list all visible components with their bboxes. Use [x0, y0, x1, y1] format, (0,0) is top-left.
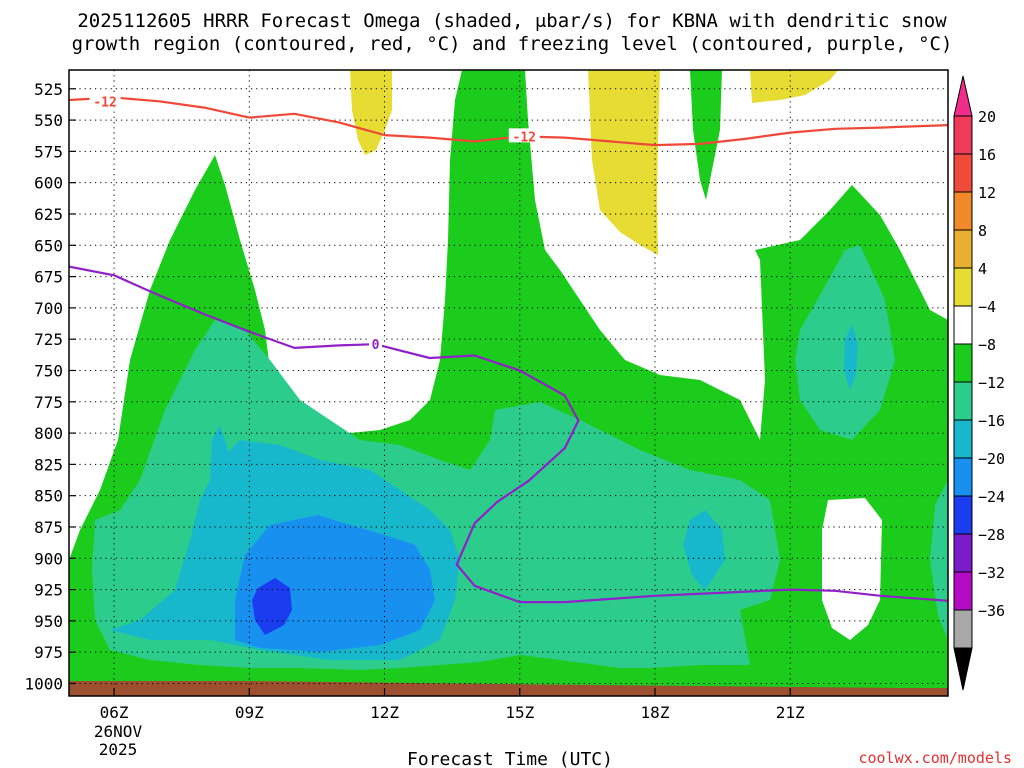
omega-gap-right: [822, 498, 882, 640]
y-tick-label-750: 750: [34, 361, 63, 380]
colorbar-swatch-6: [953, 343, 973, 383]
y-tick-label-625: 625: [34, 205, 63, 224]
x-tick-label-21Z: 21Z: [776, 703, 805, 722]
colorbar-swatch-4: [953, 267, 973, 307]
x-tick-label-09Z: 09Z: [235, 703, 264, 722]
x-start-year-label: 2025: [99, 740, 138, 759]
contour-line-0: [69, 96, 948, 147]
y-tick-label-850: 850: [34, 487, 63, 506]
colorbar-swatch-0: [953, 115, 973, 155]
colorbar-swatch-9: [953, 457, 973, 497]
y-tick-label-600: 600: [34, 174, 63, 193]
chart-title-line2: growth region (contoured, red, °C) and f…: [72, 33, 953, 55]
y-tick-label-925: 925: [34, 581, 63, 600]
contour-label-0-0: -12: [93, 95, 116, 110]
colorbar-swatch-3: [953, 229, 973, 269]
colorbar-label-2: 12: [978, 184, 996, 202]
colorbar-swatch-13: [953, 609, 973, 649]
colorbar-label-12: −32: [978, 564, 1005, 582]
colorbar-label-11: −28: [978, 526, 1005, 544]
colorbar-swatch-12: [953, 571, 973, 611]
colorbar-label-1: 16: [978, 146, 996, 164]
y-tick-label-525: 525: [34, 80, 63, 99]
colorbar-label-9: −20: [978, 450, 1005, 468]
contour-label-0-1: -12: [513, 130, 536, 145]
colorbar-swatch-8: [953, 419, 973, 459]
colorbar-label-4: 4: [978, 260, 987, 278]
x-axis: 06Z 09Z 12Z 15Z 18Z 21Z: [100, 688, 805, 722]
x-tick-label-06Z: 06Z: [100, 703, 129, 722]
colorbar-bottom-arrow: [953, 647, 973, 691]
y-tick-label-825: 825: [34, 455, 63, 474]
colorbar-swatch-10: [953, 495, 973, 535]
plot-area: -12 -12 0: [69, 70, 948, 696]
x-axis-label: Forecast Time (UTC): [407, 749, 613, 768]
omega-fill-cyan-left: [210, 425, 228, 500]
contour-label-bg-0-0: [89, 93, 121, 108]
colorbar: 20 16 12 8 4 −4 −8 −12 −16 −20 −24 −28 −32 −36: [953, 75, 1005, 691]
plot-frame: [68, 69, 949, 697]
y-tick-label-725: 725: [34, 330, 63, 349]
colorbar-label-0: 20: [978, 108, 996, 126]
y-tick-label-700: 700: [34, 299, 63, 318]
colorbar-top-arrow: [953, 75, 973, 117]
y-tick-label-875: 875: [34, 518, 63, 537]
y-axis: 525 550 575 600 625 650 675 700 725 750 775 800 825 8…: [24, 80, 76, 693]
y-tick-label-550: 550: [34, 111, 63, 130]
omega-fill-yellow-c: [750, 70, 838, 103]
colorbar-label-10: −24: [978, 488, 1005, 506]
colorbar-swatch-5: [953, 305, 973, 345]
y-tick-label-650: 650: [34, 236, 63, 255]
colorbar-label-7: −12: [978, 374, 1005, 392]
y-tick-label-975: 975: [34, 643, 63, 662]
colorbar-label-8: −16: [978, 412, 1005, 430]
contour-label-bg-0-1: [508, 128, 540, 143]
colorbar-swatch-1: [953, 153, 973, 193]
gridlines: [69, 70, 948, 696]
contour-line-1: [69, 265, 948, 604]
colorbar-swatch-2: [953, 191, 973, 231]
y-tick-label-800: 800: [34, 424, 63, 443]
y-tick-label-675: 675: [34, 268, 63, 287]
contour-label-bg-1-0: [369, 336, 383, 351]
omega-fill-green-spike: [690, 70, 722, 200]
omega-fill-yellow-b: [588, 70, 660, 255]
x-tick-label-12Z: 12Z: [370, 703, 399, 722]
chart-title-line1: 2025112605 HRRR Forecast Omega (shaded, …: [77, 10, 947, 32]
y-tick-label-775: 775: [34, 393, 63, 412]
colorbar-label-6: −8: [978, 336, 996, 354]
omega-fill-cyan-right-a: [683, 510, 725, 590]
colorbar-label-5: −4: [978, 298, 996, 316]
contour-lines: -12 -12 0: [69, 93, 948, 604]
ground-surface: [69, 681, 948, 696]
site-credit: coolwx.com/models: [858, 749, 1012, 767]
contour-label-1-0: 0: [372, 338, 380, 353]
x-tick-label-15Z: 15Z: [505, 703, 534, 722]
y-tick-label-575: 575: [34, 142, 63, 161]
colorbar-label-3: 8: [978, 222, 987, 240]
colorbar-swatch-7: [953, 381, 973, 421]
x-tick-label-18Z: 18Z: [641, 703, 670, 722]
y-tick-label-950: 950: [34, 612, 63, 631]
omega-fill-cyan-right-b: [844, 325, 858, 390]
x-start-date-label: 26NOV: [94, 722, 143, 741]
colorbar-swatch-11: [953, 533, 973, 573]
colorbar-label-13: −36: [978, 602, 1005, 620]
y-tick-label-1000: 1000: [24, 674, 63, 693]
y-tick-label-900: 900: [34, 549, 63, 568]
